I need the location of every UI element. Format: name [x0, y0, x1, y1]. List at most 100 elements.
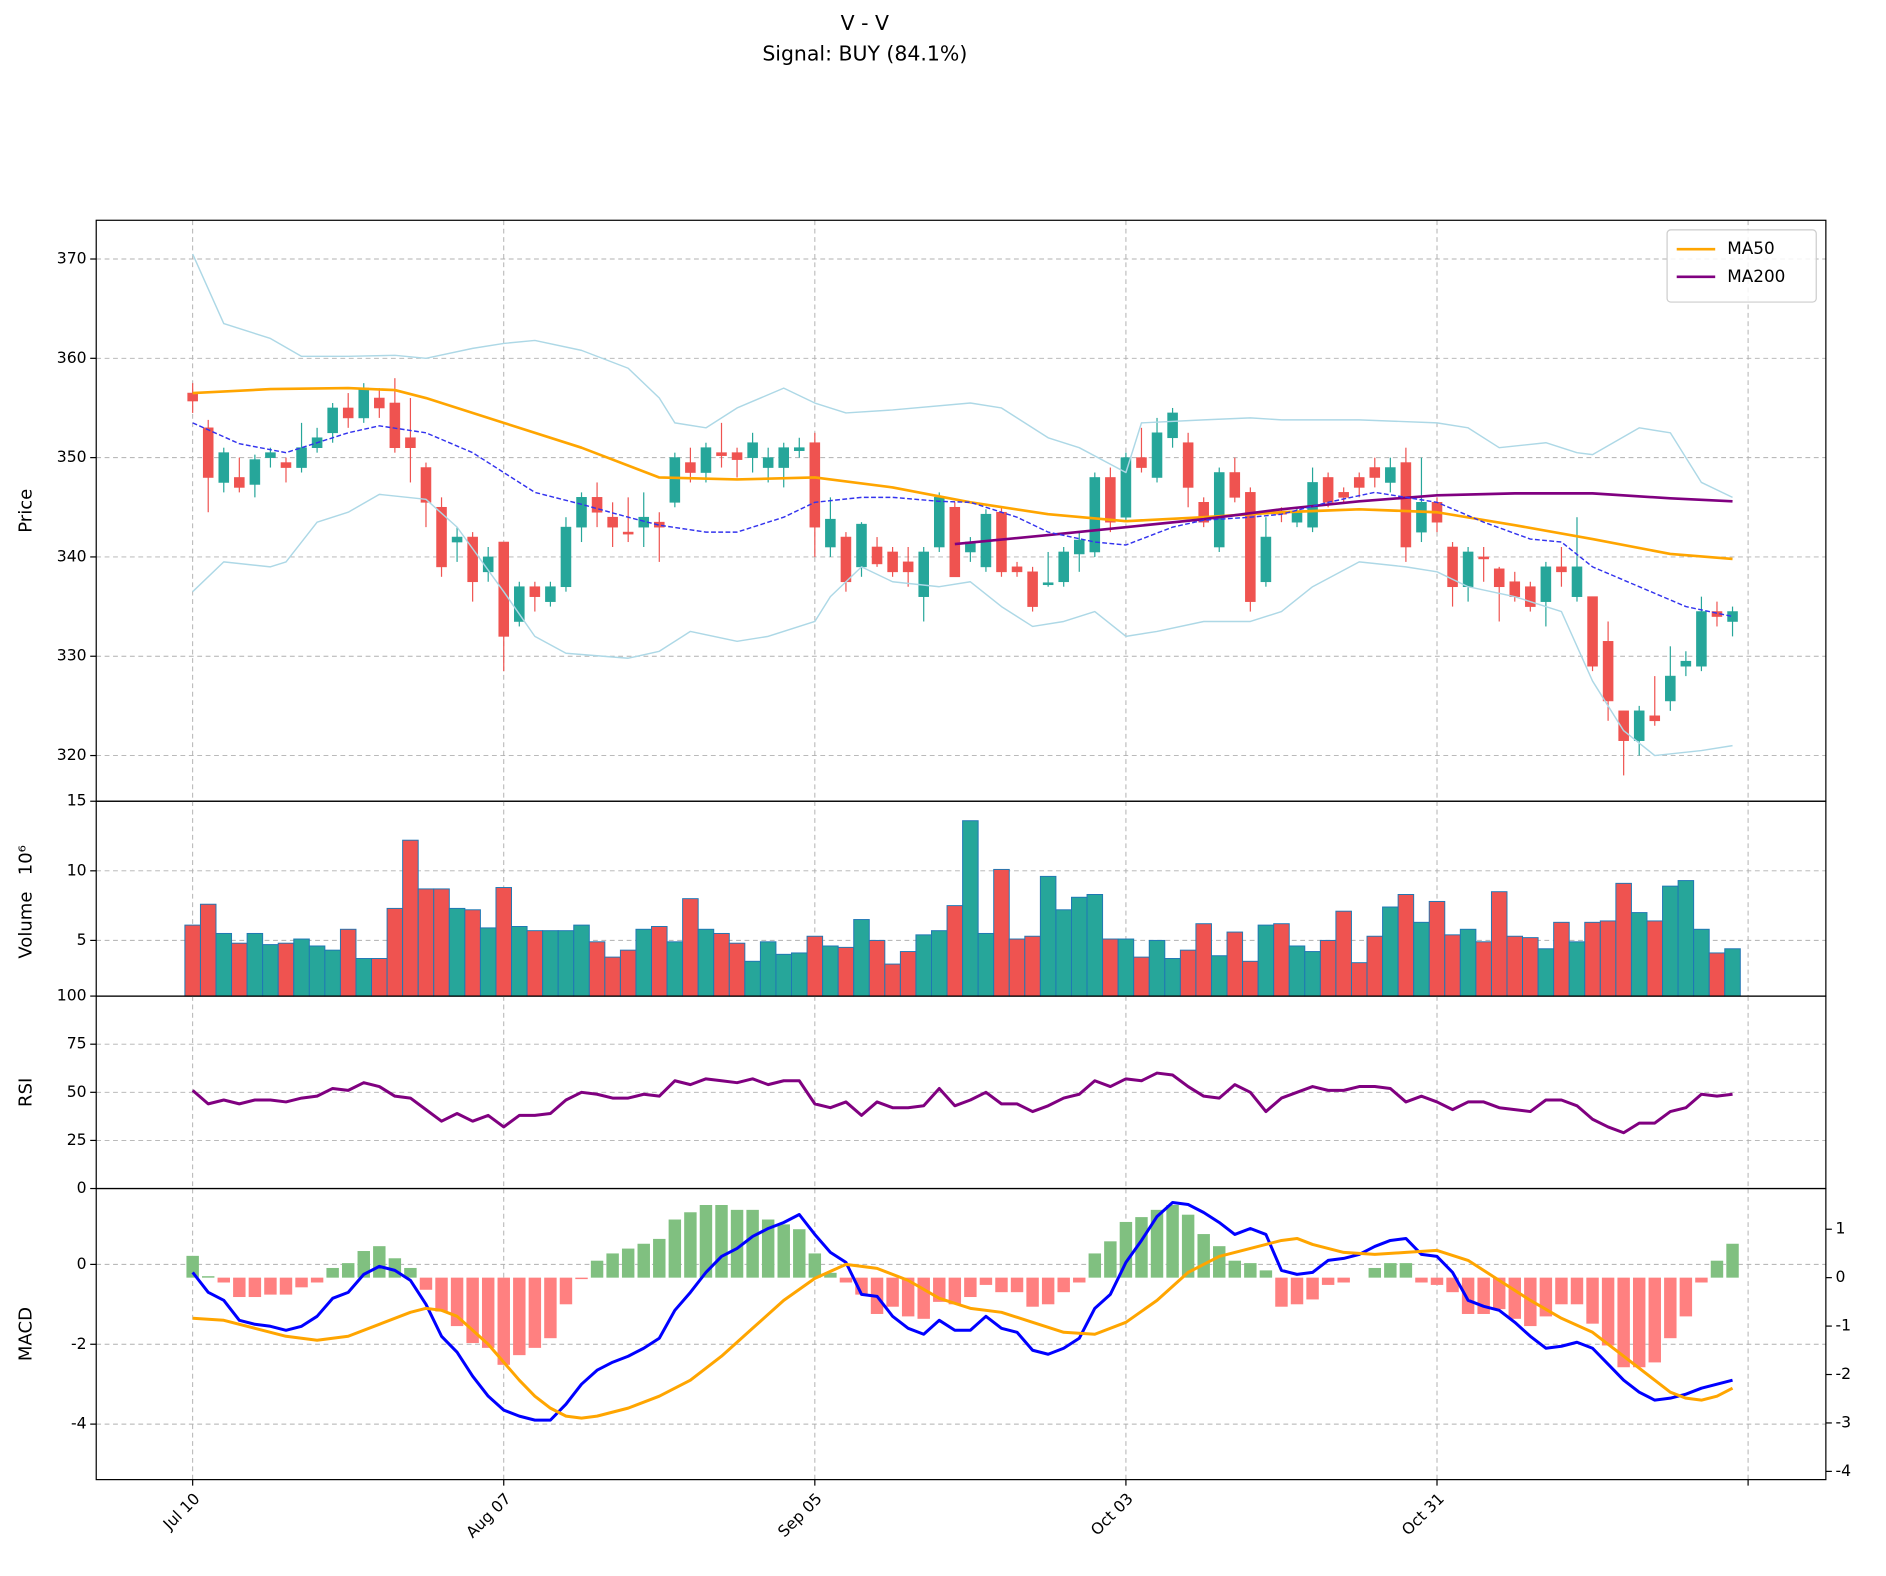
series-line — [191, 1071, 1733, 1135]
y-tick-label: 320 — [57, 745, 87, 764]
histogram-bar — [1321, 1277, 1335, 1285]
candle-body — [1385, 467, 1396, 483]
candle-body — [902, 561, 914, 573]
y-tick-label: -2 — [71, 1334, 87, 1353]
candle-body — [1042, 582, 1054, 586]
candle-body — [420, 467, 432, 503]
y-tick-label: 10 — [67, 860, 87, 879]
histogram-bar — [1057, 1277, 1070, 1293]
axis-offset-label: 10⁶ — [15, 845, 36, 875]
volume-bar — [1708, 952, 1726, 997]
histogram-bar — [1384, 1263, 1397, 1278]
histogram-bar — [746, 1209, 759, 1278]
candle-body — [1322, 477, 1334, 503]
histogram-bar — [621, 1248, 635, 1278]
volume-bar — [619, 949, 637, 997]
histogram-bar — [559, 1277, 573, 1305]
histogram-bar — [1446, 1277, 1459, 1293]
panel-frame — [95, 1187, 1827, 1481]
volume-bar — [1630, 912, 1648, 997]
volume-bar — [557, 930, 575, 997]
candle-body — [405, 437, 416, 448]
histogram-bar — [1664, 1277, 1677, 1339]
volume-bar — [1584, 921, 1601, 997]
candle-body — [949, 506, 961, 578]
volume-bar — [1319, 939, 1337, 997]
candle-body — [1665, 675, 1676, 702]
volume-bar — [339, 928, 357, 997]
volume-bar — [1677, 880, 1695, 997]
histogram-bar — [295, 1277, 308, 1288]
volume-bar — [511, 926, 528, 997]
histogram-bar — [1213, 1246, 1226, 1278]
histogram-bar — [1026, 1277, 1039, 1307]
histogram-bar — [1181, 1214, 1195, 1278]
volume-bar — [1350, 962, 1368, 997]
volume-bar — [526, 930, 544, 997]
volume-bar — [402, 839, 419, 997]
volume-bar — [355, 958, 373, 997]
chart-title: V - V — [841, 11, 889, 35]
volume-bar — [946, 905, 964, 997]
y-tick-label: 0 — [77, 1178, 87, 1197]
candle-body — [1618, 710, 1629, 741]
histogram-bar — [264, 1277, 277, 1295]
candle-body — [1353, 477, 1365, 488]
volume-bar — [1195, 923, 1212, 997]
volume-bar — [1397, 894, 1415, 997]
histogram-bar — [326, 1267, 339, 1278]
volume-bar — [651, 926, 668, 997]
candle-body — [1478, 556, 1489, 560]
candle-body — [654, 521, 665, 528]
volume-bar — [1226, 931, 1244, 997]
y-axis-label: RSI — [15, 1078, 36, 1107]
histogram-bar — [699, 1205, 713, 1278]
volume-bar — [744, 960, 761, 997]
histogram-bar — [1601, 1277, 1615, 1346]
candle-body — [1649, 715, 1661, 722]
histogram-bar — [1586, 1277, 1599, 1324]
candle-body — [234, 477, 245, 488]
candle-body — [871, 546, 883, 565]
y-tick-label: 340 — [57, 546, 87, 565]
histogram-bar — [1555, 1277, 1568, 1305]
volume-bar — [1055, 909, 1072, 997]
histogram-bar — [1508, 1277, 1521, 1319]
candle-body — [1416, 502, 1427, 533]
histogram-bar — [637, 1243, 650, 1278]
histogram-bar — [715, 1205, 728, 1278]
volume-bar — [728, 942, 746, 997]
histogram-bar — [995, 1277, 1008, 1293]
volume-bar — [791, 952, 808, 997]
candle-body — [1120, 457, 1132, 518]
y-tick-label: 0 — [77, 1254, 87, 1273]
volume-bar — [666, 941, 684, 997]
volume-bar — [246, 932, 264, 997]
candle-body — [529, 586, 541, 597]
volume-bar — [915, 934, 932, 997]
histogram-bar — [341, 1263, 355, 1278]
candle-body — [1556, 566, 1567, 573]
volume-bar — [1288, 945, 1306, 997]
histogram-bar — [1306, 1277, 1319, 1300]
candle-body — [918, 551, 929, 597]
histogram-bar — [886, 1277, 899, 1307]
histogram-bar — [1570, 1277, 1584, 1305]
volume-bar — [822, 945, 839, 997]
volume-bar — [682, 898, 699, 997]
histogram-bar — [1648, 1277, 1661, 1363]
candle-body — [1727, 611, 1738, 622]
candle-body — [265, 452, 276, 458]
candle-body — [1291, 511, 1303, 523]
candle-body — [887, 551, 898, 573]
candle-body — [1136, 457, 1147, 468]
histogram-bar — [497, 1277, 510, 1365]
panel: 0 25 50 75 100 RSI — [15, 986, 1827, 1197]
histogram-bar — [404, 1267, 417, 1278]
candle-body — [1167, 412, 1178, 439]
volume-bar — [215, 932, 233, 997]
histogram-bar — [217, 1277, 230, 1283]
histogram-bar — [435, 1277, 448, 1312]
volume-bar — [1646, 920, 1664, 997]
